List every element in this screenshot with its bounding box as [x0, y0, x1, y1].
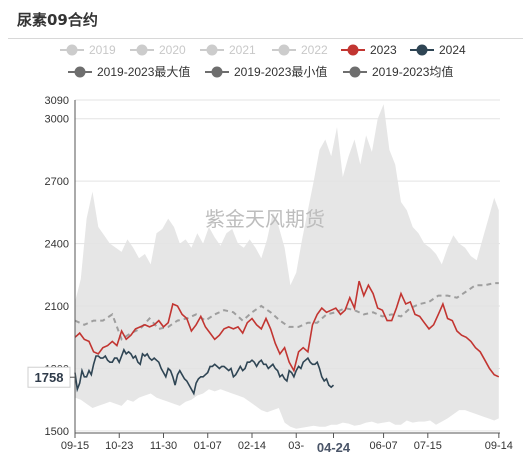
x-tick-label: 07-15	[414, 440, 442, 452]
y-tick-label: 3000	[45, 114, 69, 126]
legend-marker[interactable]	[416, 44, 428, 56]
y-tick-label: 2700	[45, 176, 69, 188]
x-tick-label: 09-15	[61, 440, 89, 452]
mean-series-line	[74, 282, 499, 341]
legend-marker[interactable]	[66, 44, 78, 56]
x-tick-label: 09-14	[485, 440, 513, 452]
x-tick-label: 01-07	[194, 440, 222, 452]
legend-label-6[interactable]: 2024	[439, 43, 466, 57]
page-title: 尿素09合约	[17, 11, 98, 29]
legend-marker[interactable]	[278, 44, 290, 56]
y-tick-label: 2100	[45, 301, 69, 313]
max-min-band	[75, 104, 499, 429]
legend-label-3[interactable]: 2021	[229, 43, 256, 57]
legend-label-7[interactable]: 2019-2023最大值	[97, 64, 190, 79]
x-tick-label: 10-23	[105, 440, 133, 452]
title-divider	[8, 38, 523, 39]
series-2023-line	[74, 280, 500, 378]
x-tick-label: 02-14	[238, 440, 266, 452]
x-tick-label: 04-24	[317, 440, 351, 455]
x-tick-label: 11-30	[150, 440, 177, 452]
legend-label-9[interactable]: 2019-2023均值	[372, 64, 453, 79]
legend-label-5[interactable]: 2023	[370, 43, 397, 57]
series-2024-line	[74, 347, 335, 396]
watermark-text: 紫金天风期货	[205, 208, 325, 231]
x-tick-label: 03-	[288, 440, 304, 452]
legend-marker[interactable]	[136, 44, 148, 56]
legend-label-1[interactable]: 2019	[89, 43, 116, 57]
legend-marker[interactable]	[349, 66, 361, 78]
legend-marker[interactable]	[206, 44, 218, 56]
legend-marker[interactable]	[74, 66, 86, 78]
legend-marker[interactable]	[347, 44, 359, 56]
x-tick-label: 06-07	[369, 440, 397, 452]
current-value-label: 1758	[35, 370, 64, 385]
legend-label-4[interactable]: 2022	[301, 43, 328, 57]
y-tick-label: 3090	[45, 95, 69, 107]
y-tick-label: 1500	[45, 426, 69, 438]
legend-label-8[interactable]: 2019-2023最小值	[234, 64, 327, 79]
legend-marker[interactable]	[211, 66, 223, 78]
legend-label-2[interactable]: 2020	[159, 43, 186, 57]
y-tick-label: 2400	[45, 239, 69, 251]
